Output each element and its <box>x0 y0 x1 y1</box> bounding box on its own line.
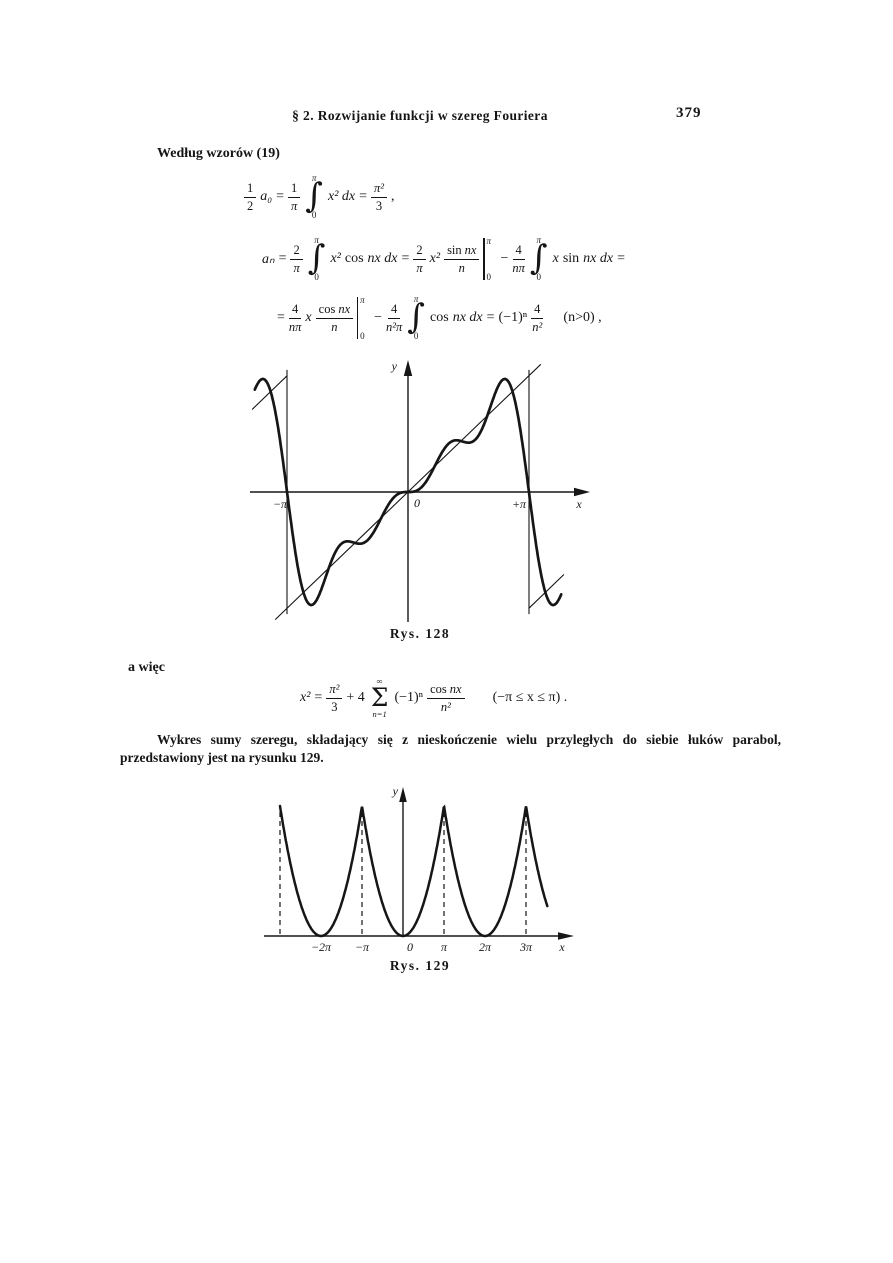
vertical-bar <box>483 238 485 280</box>
math-token: nx dx <box>452 310 483 325</box>
tick-pi: π <box>441 940 448 954</box>
y-axis-arrow <box>399 787 407 802</box>
equals-sign: = <box>401 251 410 266</box>
page-number: 379 <box>676 105 702 121</box>
fraction: 4 nπ <box>288 302 302 334</box>
fig128-plot: y x 0 −π +π <box>250 359 590 622</box>
figure-129-caption: Rys. 129 <box>389 958 451 973</box>
math-token: x² <box>429 251 441 266</box>
integral-sign: ∫ <box>305 176 323 217</box>
equals-sign: = <box>617 251 626 266</box>
math-token: x <box>305 310 312 325</box>
section-header: § 2. Rozwijanie funkcji w szereg Fourier… <box>292 108 548 123</box>
dashed-peak-lines <box>279 807 527 934</box>
y-axis-label: y <box>391 359 398 373</box>
figure-129: y x −2π −π 0 π 2π 3π <box>260 784 582 966</box>
fraction: sin nx n <box>444 243 480 275</box>
origin-label: 0 <box>414 496 420 510</box>
figure-128-caption: Rys. 128 <box>389 626 451 641</box>
integral-sign: ∫ <box>407 297 426 338</box>
x-axis-label: x <box>558 940 565 954</box>
math-token: x² <box>330 251 341 266</box>
integral: π ∫ 0 <box>529 235 548 282</box>
tick-zero: 0 <box>407 940 413 954</box>
y-axis-label: y <box>392 784 399 798</box>
fraction: cos nx n² <box>427 682 465 714</box>
tick-neg-2pi: −2π <box>311 940 332 954</box>
fraction: 4 n²π <box>386 302 403 334</box>
math-token: nx dx <box>367 251 398 266</box>
math-token: (−1)ⁿ <box>498 310 528 325</box>
math-token: nx dx <box>583 251 614 266</box>
integral: π ∫ 0 <box>407 294 426 341</box>
equals-sign: = <box>276 189 285 204</box>
x-axis-arrow <box>574 487 590 497</box>
tick-3pi: 3π <box>519 940 533 954</box>
fraction: cos nx n <box>315 302 354 334</box>
equals-sign: = <box>359 189 368 204</box>
figure-128: y x 0 −π +π <box>242 354 594 628</box>
minus-sign: − <box>374 310 383 325</box>
minus-sign: − <box>500 251 509 266</box>
lead-text-result: a więc <box>128 660 165 675</box>
math-token: x <box>552 251 559 266</box>
parabola-arcs-curve <box>278 804 549 938</box>
fig129-plot: y x −2π −π 0 π 2π 3π <box>264 784 574 954</box>
running-head: § 2. Rozwijanie funkcji w szereg Fourier… <box>120 108 720 124</box>
partial-sum-curve <box>253 377 563 607</box>
condition: (n>0) , <box>563 310 602 325</box>
math-token: aₙ <box>262 251 275 267</box>
comma: , <box>391 189 395 204</box>
math-token: cos <box>430 310 449 325</box>
lead-text-formulas: Według wzorów (19) <box>157 146 280 161</box>
math-token: a₀ <box>260 189 273 204</box>
math-token: (−1)ⁿ <box>394 690 424 705</box>
math-token: x² dx <box>328 189 356 204</box>
integral-sign: ∫ <box>529 238 548 279</box>
equals-sign: = <box>278 251 287 266</box>
fraction: π² 3 <box>326 682 343 714</box>
vertical-bar <box>357 297 359 339</box>
x-axis-arrow <box>558 932 574 940</box>
math-token: + 4 <box>346 690 365 705</box>
math-token: sin <box>562 251 580 266</box>
integral: π ∫ 0 <box>307 235 326 282</box>
tick-2pi: 2π <box>479 940 492 954</box>
integral-sign: ∫ <box>307 238 326 279</box>
fraction: 4 nπ <box>512 243 525 275</box>
math-token: x² <box>300 690 311 705</box>
sigma-sign: Σ <box>370 683 389 713</box>
math-token: cos <box>344 251 364 266</box>
equals-sign: = <box>486 310 495 325</box>
condition: (−π ≤ x ≤ π) . <box>492 690 568 705</box>
equals-sign: = <box>314 690 323 705</box>
integral: π ∫ 0 <box>305 173 323 220</box>
body-paragraph: Wykres sumy szeregu, składający się z ni… <box>120 732 781 765</box>
equals-sign: = <box>277 310 285 325</box>
tick-neg-pi: −π <box>355 940 370 954</box>
x-axis-label: x <box>575 497 582 511</box>
y-axis-arrow <box>403 360 413 376</box>
tick-neg-pi: −π <box>273 497 288 511</box>
fraction: 4 n² <box>531 302 544 334</box>
tick-pos-pi: +π <box>512 497 527 511</box>
fraction: π² 3 <box>371 181 388 213</box>
